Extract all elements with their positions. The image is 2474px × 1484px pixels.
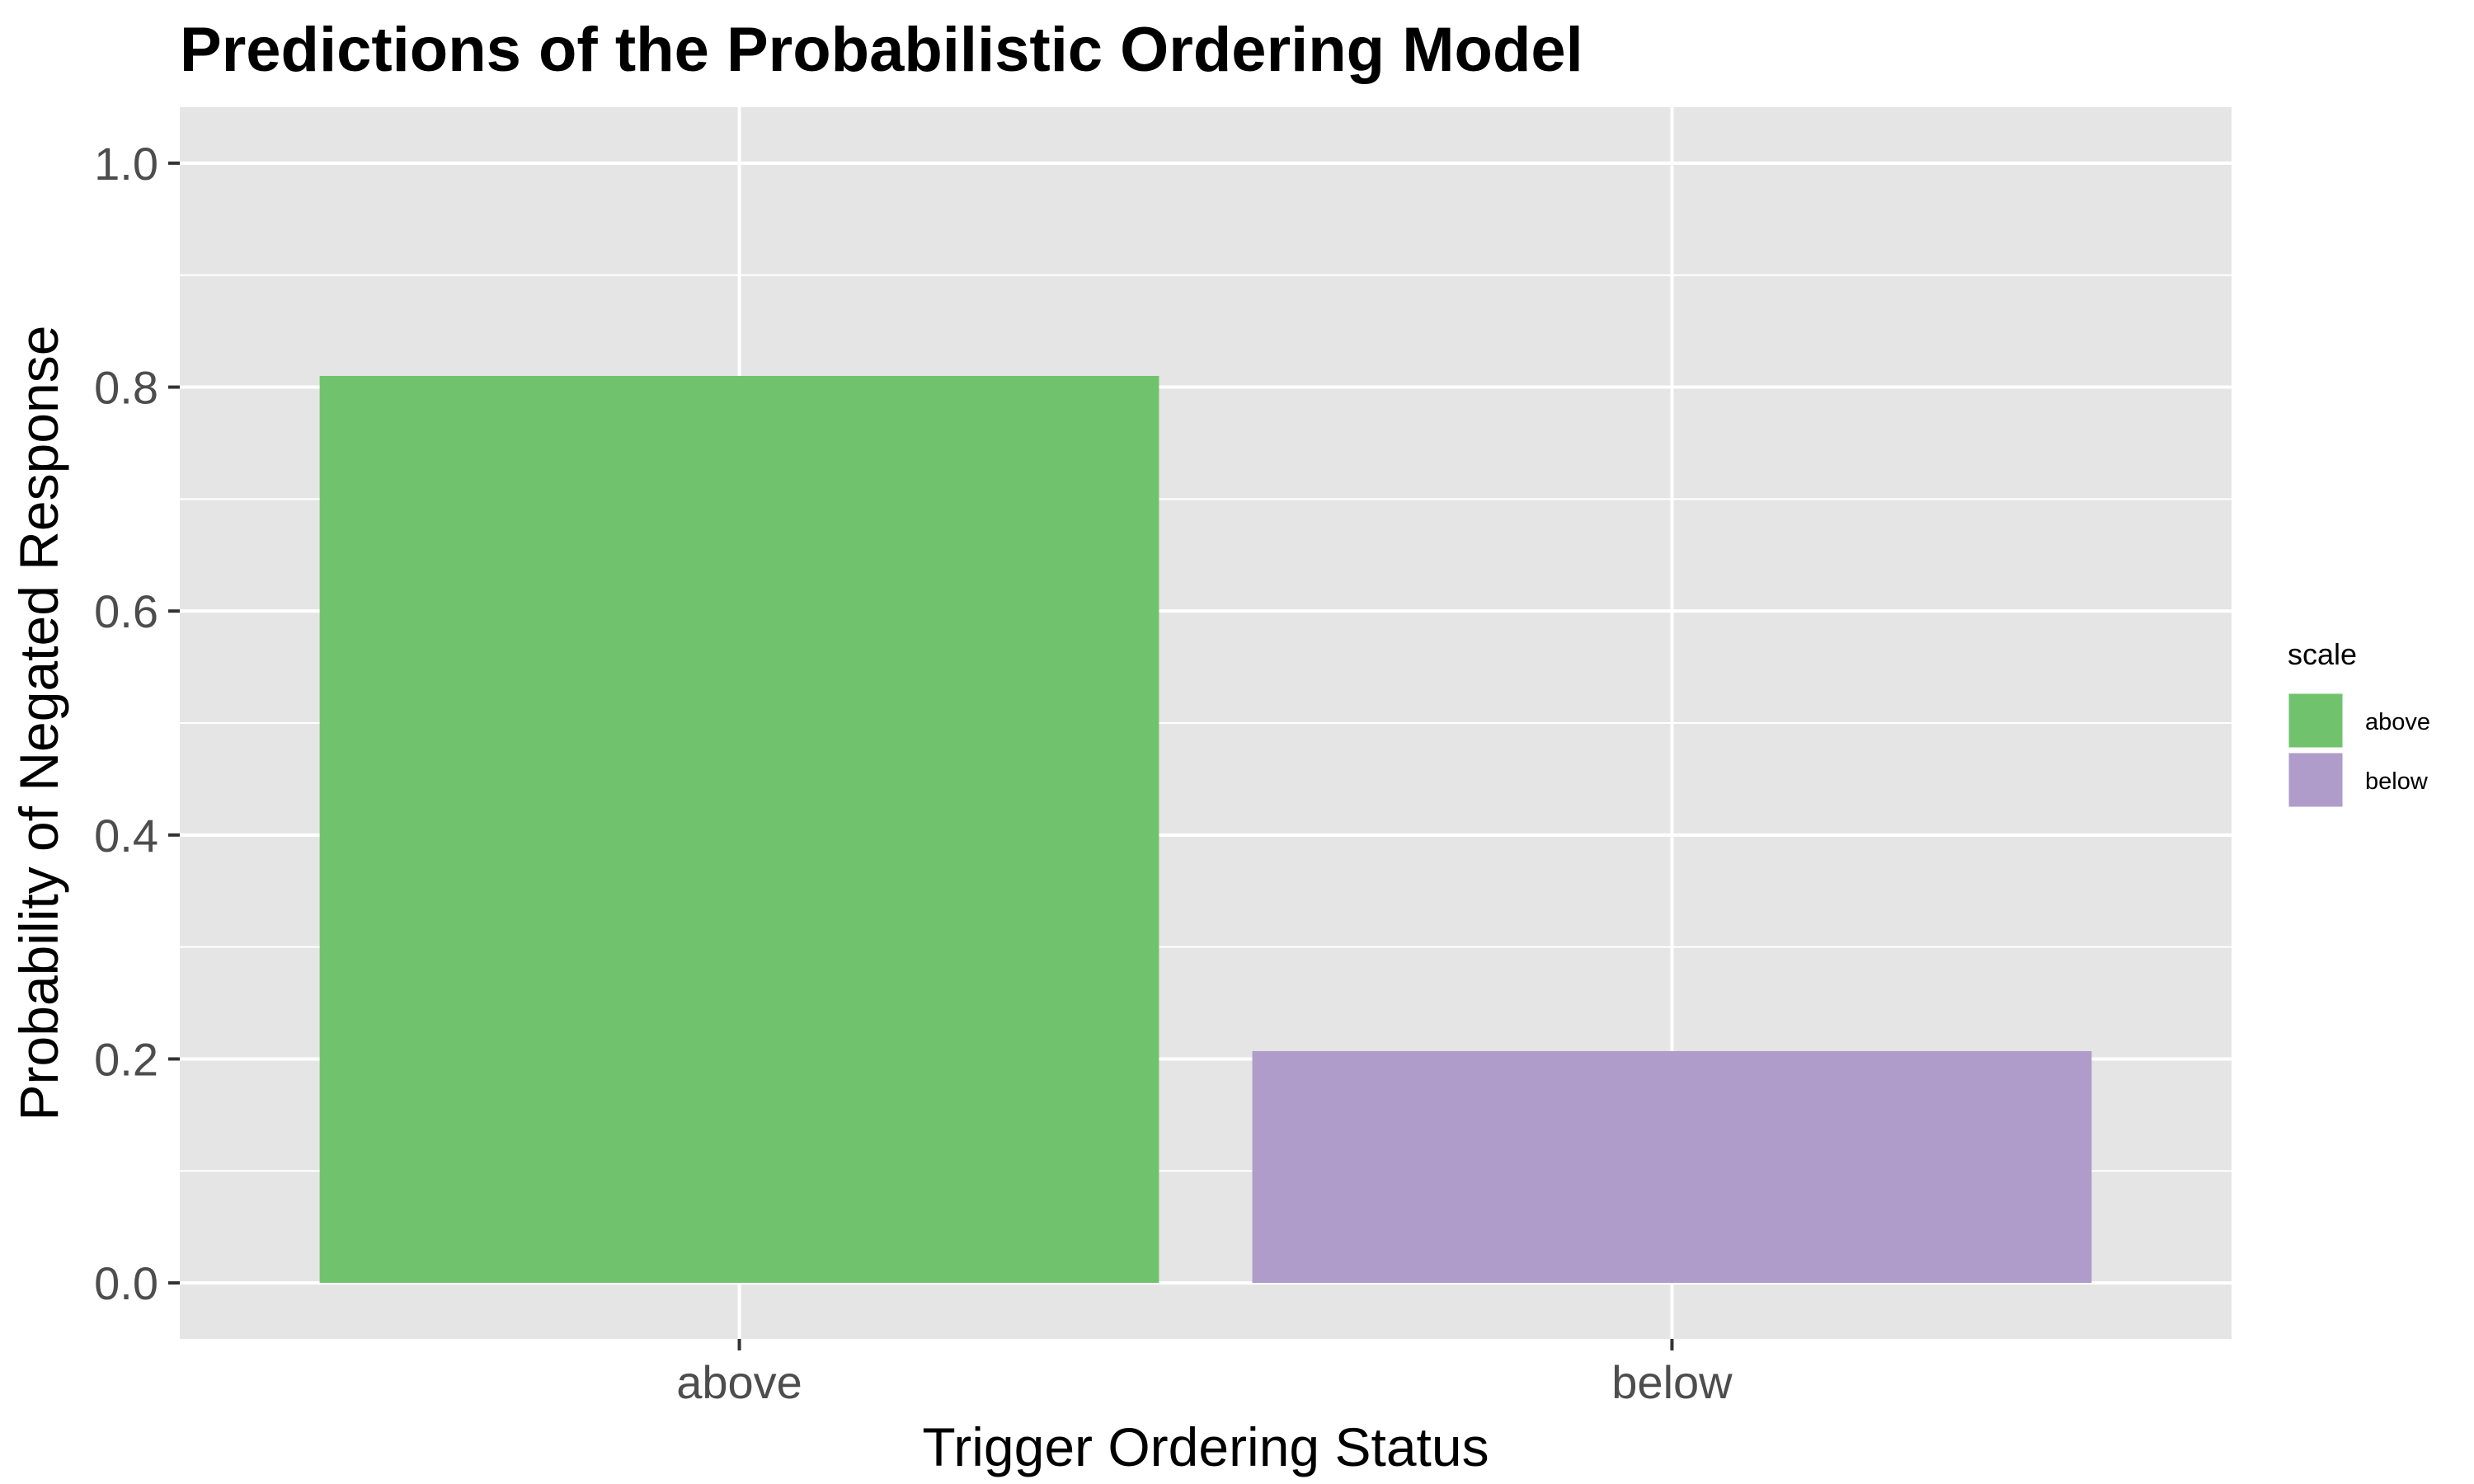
y-tick-label: 0.4 <box>94 810 158 862</box>
axis-ticks: 0.0 0.2 0.4 0.6 0.8 1.0 above below <box>94 138 1733 1408</box>
legend-title: scale <box>2288 637 2357 671</box>
x-tick-label: above <box>676 1356 802 1408</box>
x-tick-label: below <box>1611 1356 1733 1408</box>
legend-key-above <box>2286 691 2345 750</box>
y-tick-label: 0.2 <box>94 1033 158 1085</box>
y-tick-label: 0.6 <box>94 585 158 637</box>
x-axis-title: Trigger Ordering Status <box>922 1416 1489 1477</box>
legend-key-below <box>2286 750 2345 810</box>
chart-title: Predictions of the Probabilistic Orderin… <box>180 15 1583 85</box>
y-tick-label: 1.0 <box>94 138 158 190</box>
y-tick-label: 0.8 <box>94 362 158 414</box>
bar-above <box>319 375 1159 1284</box>
legend: scale above below <box>2286 637 2430 810</box>
legend-label-above: above <box>2365 709 2430 735</box>
bars <box>319 375 2092 1284</box>
legend-label-below: below <box>2365 768 2429 795</box>
bar-below <box>1252 1050 2092 1284</box>
y-tick-label: 0.0 <box>94 1257 158 1309</box>
y-axis-title: Probability of Negated Response <box>8 326 69 1121</box>
